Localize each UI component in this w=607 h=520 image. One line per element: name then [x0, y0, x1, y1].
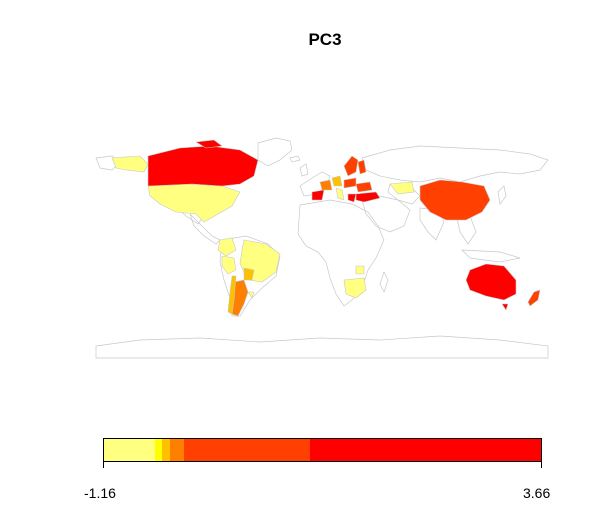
- south-america: [219, 235, 281, 317]
- uruguay: [247, 291, 255, 299]
- japan: [497, 185, 507, 205]
- legend-min-label: -1.16: [84, 485, 116, 501]
- spain: [311, 189, 325, 201]
- legend-segment: [170, 439, 184, 461]
- usa: [147, 183, 241, 223]
- min-tick: [103, 462, 104, 468]
- kazakhstan: [389, 181, 415, 195]
- map-title: PC3: [308, 30, 342, 49]
- madagascar: [379, 271, 389, 293]
- legend-segment: [154, 439, 163, 461]
- zimbabwe: [355, 265, 365, 275]
- canada-islands: [195, 139, 223, 149]
- color-scale-bar: [103, 438, 542, 462]
- legend-segment: [183, 439, 310, 461]
- france: [319, 179, 333, 191]
- ukraine: [355, 181, 373, 193]
- antarctica: [95, 335, 549, 359]
- iceland: [289, 155, 301, 163]
- germany: [331, 175, 343, 187]
- poland: [343, 177, 357, 189]
- new-zealand: [527, 289, 541, 307]
- max-tick: [541, 462, 542, 468]
- legend-max-label: 3.66: [523, 485, 551, 501]
- uk: [299, 163, 309, 177]
- australia: [465, 263, 517, 301]
- paraguay: [243, 267, 255, 281]
- legend-segment: [104, 439, 155, 461]
- legend-segment: [309, 439, 541, 461]
- middle-east: [361, 195, 411, 233]
- central-america: [189, 213, 221, 245]
- russia: [361, 145, 549, 183]
- canada: [147, 145, 259, 187]
- greenland: [257, 137, 293, 167]
- africa: [297, 199, 385, 307]
- norway-sweden: [343, 155, 359, 177]
- tasmania: [501, 303, 509, 311]
- finland: [357, 159, 367, 175]
- colombia: [217, 237, 237, 257]
- legend-segment: [162, 439, 171, 461]
- china: [419, 179, 491, 221]
- south-africa: [343, 277, 367, 299]
- indonesia: [461, 249, 521, 263]
- chile: [227, 275, 237, 315]
- italy: [335, 187, 345, 201]
- world-map: [95, 137, 549, 359]
- peru: [221, 255, 237, 275]
- turkey: [355, 191, 381, 203]
- alaska-usa: [111, 155, 149, 173]
- greece: [347, 193, 357, 203]
